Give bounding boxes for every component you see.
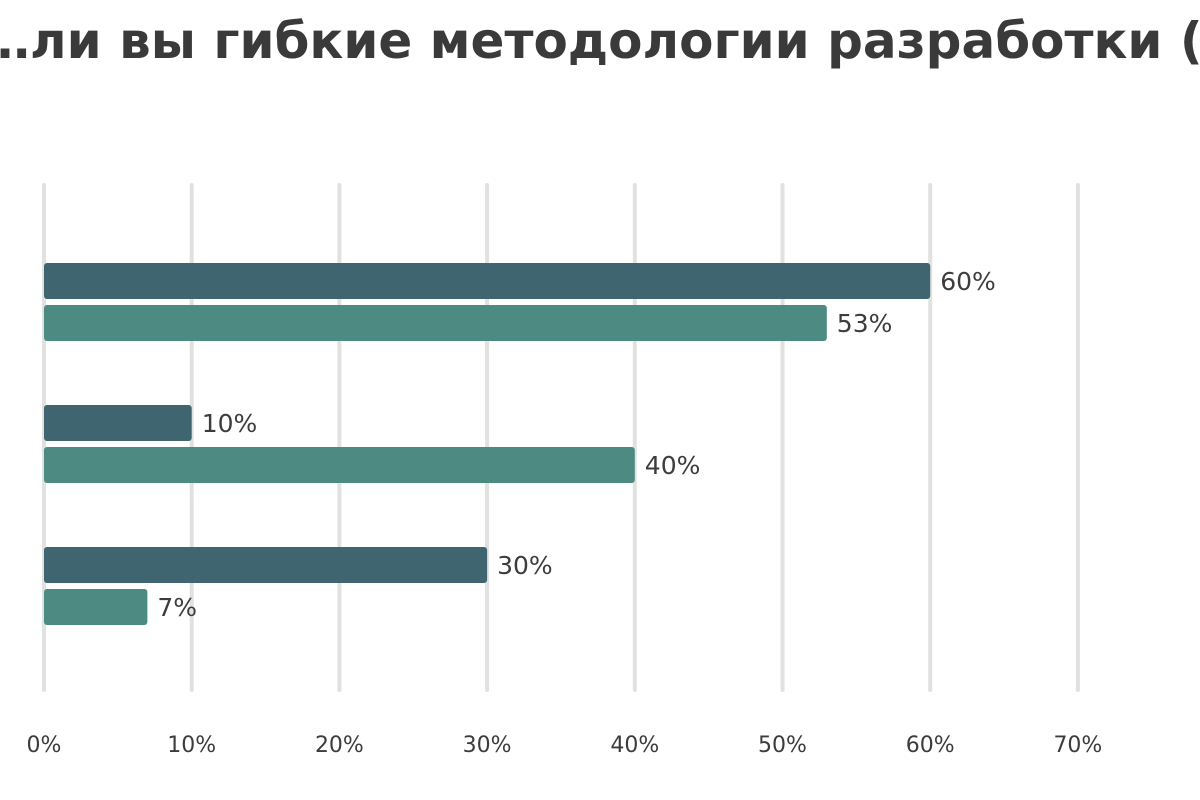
bars [44, 263, 931, 625]
bar-data-label: 60% [940, 267, 996, 296]
bar-data-label: 53% [837, 309, 893, 338]
chart-title-text: …ли вы гибкие методологии разработки (Ag… [0, 12, 1200, 70]
bar-data-label: 7% [157, 593, 197, 622]
x-tick-label: 10% [167, 733, 216, 758]
x-tick-label: 70% [1053, 733, 1102, 758]
bar-data-label: 30% [497, 551, 553, 580]
x-axis-ticks: 0% 10% 20% 30% 40% 50% 60% 70% [27, 733, 1103, 758]
gridlines [42, 183, 1080, 692]
bar-series-2-group-3 [44, 589, 148, 625]
x-tick-label: 30% [463, 733, 512, 758]
bar-series-1-group-3 [44, 547, 488, 583]
bar-series-1-group-1 [44, 263, 931, 299]
bar-data-label: 10% [202, 409, 258, 438]
data-labels: 60% 10% 30% 53% 40% 7% [157, 267, 995, 622]
x-tick-label: 0% [27, 733, 62, 758]
bar-series-2-group-2 [44, 447, 635, 483]
bar-series-1-group-2 [44, 405, 192, 441]
x-tick-label: 60% [906, 733, 955, 758]
x-tick-label: 40% [610, 733, 659, 758]
chart-title: …ли вы гибкие методологии разработки (Ag… [0, 6, 1200, 76]
x-tick-label: 50% [758, 733, 807, 758]
bar-data-label: 40% [645, 451, 701, 480]
bar-series-2-group-1 [44, 305, 827, 341]
x-tick-label: 20% [315, 733, 364, 758]
